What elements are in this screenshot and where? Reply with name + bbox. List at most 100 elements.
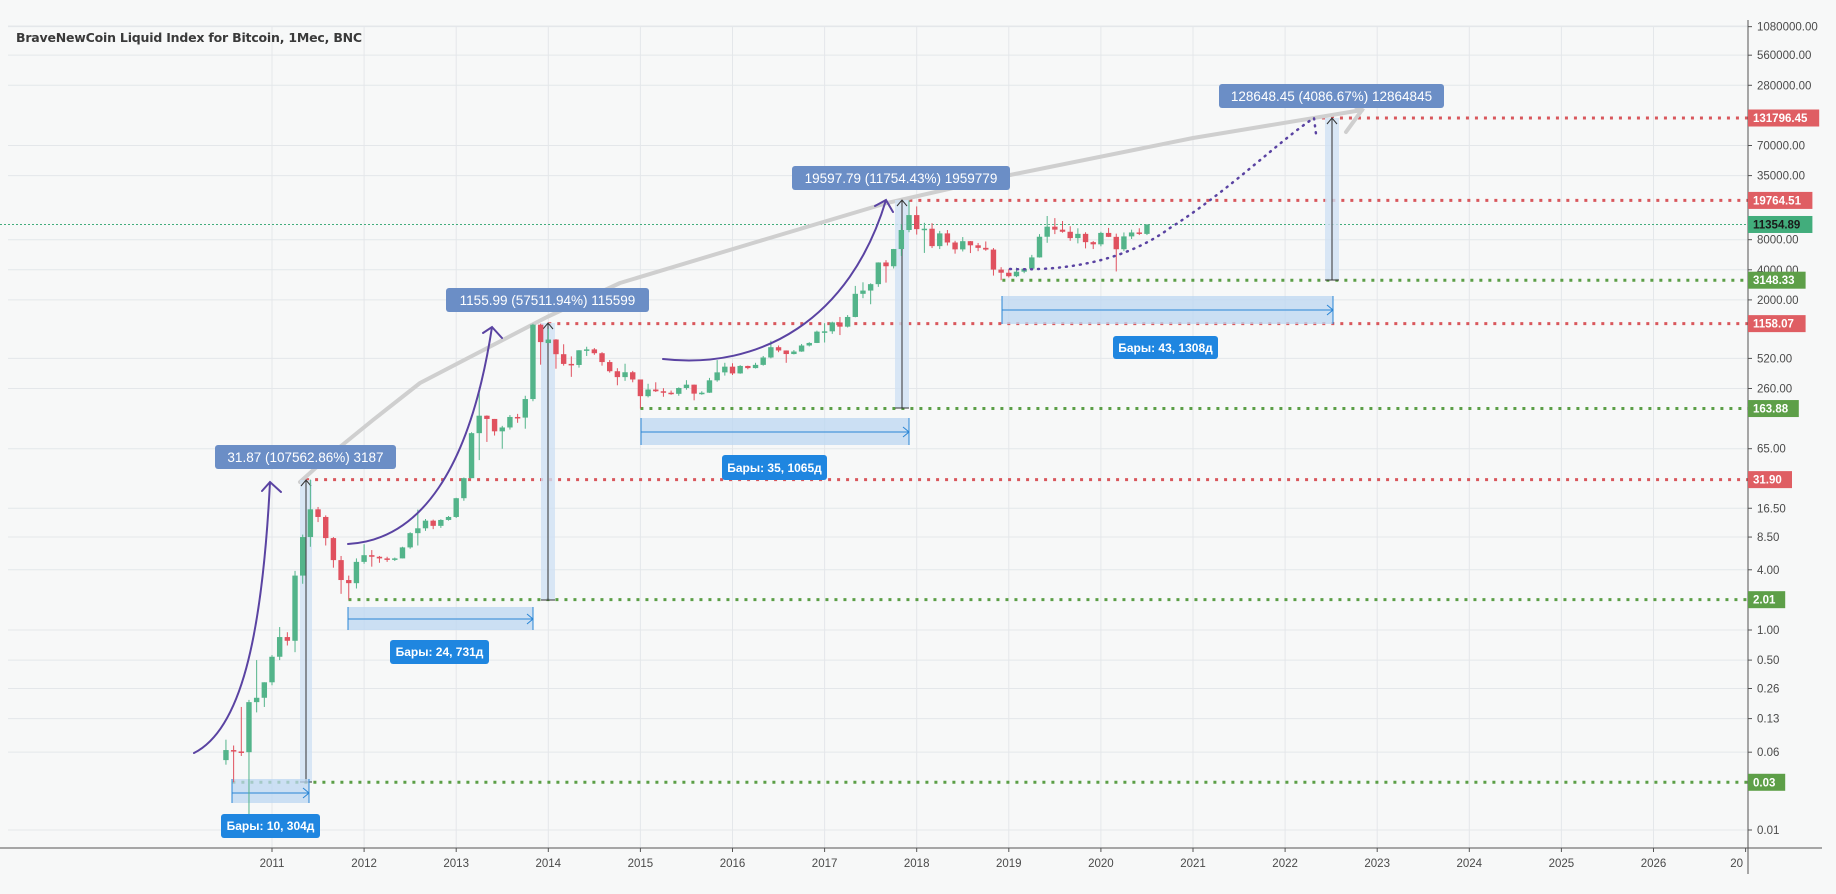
candle [729, 363, 736, 375]
candle-body [376, 556, 383, 559]
candle [660, 388, 667, 397]
candle-body [1013, 271, 1020, 277]
svg-text:Бары: 43, 1308д: Бары: 43, 1308д [1118, 341, 1213, 355]
candle [791, 350, 797, 355]
candle-body [875, 262, 882, 285]
candle [422, 518, 429, 531]
candle-body [445, 516, 452, 520]
x-tick-label: 2017 [812, 858, 838, 870]
candle-body [591, 349, 598, 354]
candle-body [323, 516, 329, 539]
candle [583, 346, 590, 356]
projection-dotted-curve[interactable] [1008, 115, 1318, 271]
price-levels [0, 116, 1748, 784]
candle [522, 395, 528, 429]
candle [369, 550, 375, 567]
candle-body [507, 416, 513, 428]
candle [1144, 224, 1150, 236]
y-tick-label: 0.26 [1757, 684, 1779, 696]
price-range-measure-2[interactable] [541, 322, 555, 601]
candle-body [921, 228, 928, 231]
date-range-measure-1[interactable] [231, 779, 310, 803]
candle [1036, 234, 1043, 258]
candle [829, 321, 835, 334]
candle-body [545, 339, 551, 344]
candle-body [560, 354, 567, 364]
y-tick-label: 65.00 [1757, 444, 1786, 456]
candle [553, 339, 559, 369]
date-range-measure-2[interactable] [347, 607, 534, 630]
candle [415, 509, 421, 546]
candle-body [1029, 257, 1035, 269]
chart-title: BraveNewCoin Liquid Index for Bitcoin, 1… [16, 30, 362, 45]
candle-body [537, 324, 544, 343]
candle [591, 348, 598, 355]
candle [852, 285, 858, 318]
candle-body [576, 350, 582, 365]
candle [453, 497, 459, 518]
candle-body [1036, 236, 1043, 258]
candle-body [798, 345, 805, 352]
date-range-measure-4[interactable] [1001, 296, 1334, 324]
x-tick-label: 2015 [628, 858, 654, 870]
svg-text:1155.99 (57511.94%) 115599: 1155.99 (57511.94%) 115599 [460, 293, 636, 308]
candle-body [768, 347, 774, 358]
candle-body [1144, 224, 1150, 234]
date-range-measure-3[interactable] [640, 418, 910, 445]
candle [315, 506, 321, 523]
candle [560, 344, 567, 366]
y-tick-label: 280000.00 [1757, 80, 1811, 92]
svg-text:Бары: 35, 1065д: Бары: 35, 1065д [727, 461, 822, 475]
candle [676, 387, 682, 396]
candle [1105, 227, 1112, 238]
candle [722, 362, 728, 376]
candle-body [338, 560, 344, 581]
candle-body [806, 342, 812, 346]
level-price-label-bg [1748, 471, 1792, 489]
candle [960, 237, 966, 252]
candle-body [729, 366, 736, 374]
candle [906, 200, 912, 233]
candle-body [745, 365, 751, 369]
candle-body [300, 537, 306, 576]
axes[interactable]: 1080000.00 560000.00 280000.00 70000.00 3500… [0, 20, 1822, 874]
candle-body [952, 242, 958, 250]
candle-body [607, 362, 613, 372]
parabolic-arrow-2[interactable] [347, 325, 503, 545]
candle [530, 323, 536, 402]
candle-body [1098, 232, 1104, 245]
candle [323, 515, 329, 546]
y-tick-label: 1.00 [1757, 625, 1779, 637]
x-tick-label: 20 [1730, 858, 1743, 870]
candle [307, 479, 314, 547]
candles [223, 200, 1150, 830]
date-range-label-1: Бары: 10, 304д [221, 814, 320, 838]
candle-body [1075, 233, 1081, 239]
candle [269, 655, 275, 686]
candle [668, 390, 674, 395]
candle-body [614, 371, 621, 378]
parabolic-arrow-1[interactable] [193, 480, 282, 754]
candle [637, 379, 644, 409]
price-range-measure-4[interactable] [1325, 117, 1339, 281]
svg-text:Бары: 24, 731д: Бары: 24, 731д [396, 645, 484, 659]
candle [998, 267, 1004, 281]
candle-body [775, 347, 782, 351]
candle-body [737, 365, 743, 374]
candle [975, 242, 981, 252]
candle-body [307, 509, 314, 538]
y-tick-label: 35000.00 [1757, 171, 1805, 183]
candle [844, 315, 851, 328]
candle-body [975, 245, 981, 248]
candle-body [553, 339, 559, 355]
candle [445, 516, 452, 521]
candle-body [837, 322, 843, 327]
candle-body [422, 520, 429, 529]
candle [484, 415, 490, 442]
parabolic-arrow-3[interactable] [662, 198, 894, 362]
candle-body [821, 331, 828, 333]
candle-body [568, 363, 575, 366]
candle [507, 415, 513, 430]
candle [1098, 231, 1104, 247]
